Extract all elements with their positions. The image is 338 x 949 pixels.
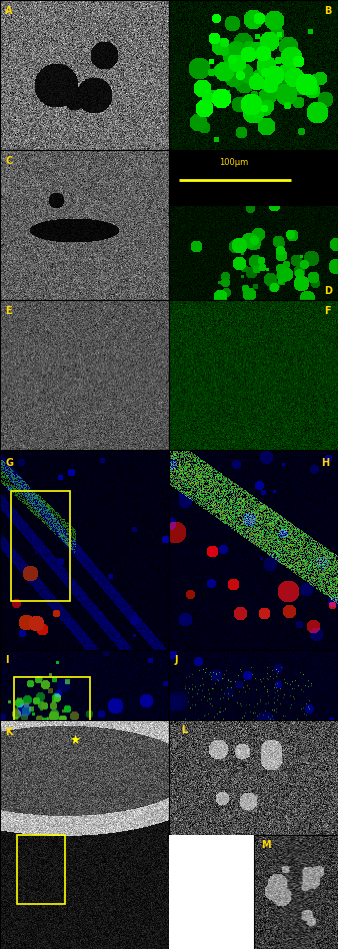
Text: ★: ★	[69, 734, 80, 747]
Text: C: C	[5, 156, 12, 166]
Text: M: M	[261, 840, 270, 849]
Text: H: H	[321, 458, 329, 468]
Text: L: L	[181, 725, 187, 735]
Text: A: A	[5, 6, 13, 16]
Text: 100μm: 100μm	[219, 158, 248, 167]
Text: K: K	[5, 727, 13, 736]
Bar	[17, 835, 65, 903]
Text: G: G	[5, 458, 13, 468]
Text: E: E	[5, 306, 12, 316]
Text: J: J	[174, 655, 177, 665]
Text: D: D	[324, 287, 333, 296]
Text: F: F	[324, 306, 331, 316]
Text: B: B	[324, 6, 332, 16]
Text: I: I	[5, 655, 8, 665]
Bar	[10, 491, 70, 601]
Bar	[14, 677, 90, 739]
